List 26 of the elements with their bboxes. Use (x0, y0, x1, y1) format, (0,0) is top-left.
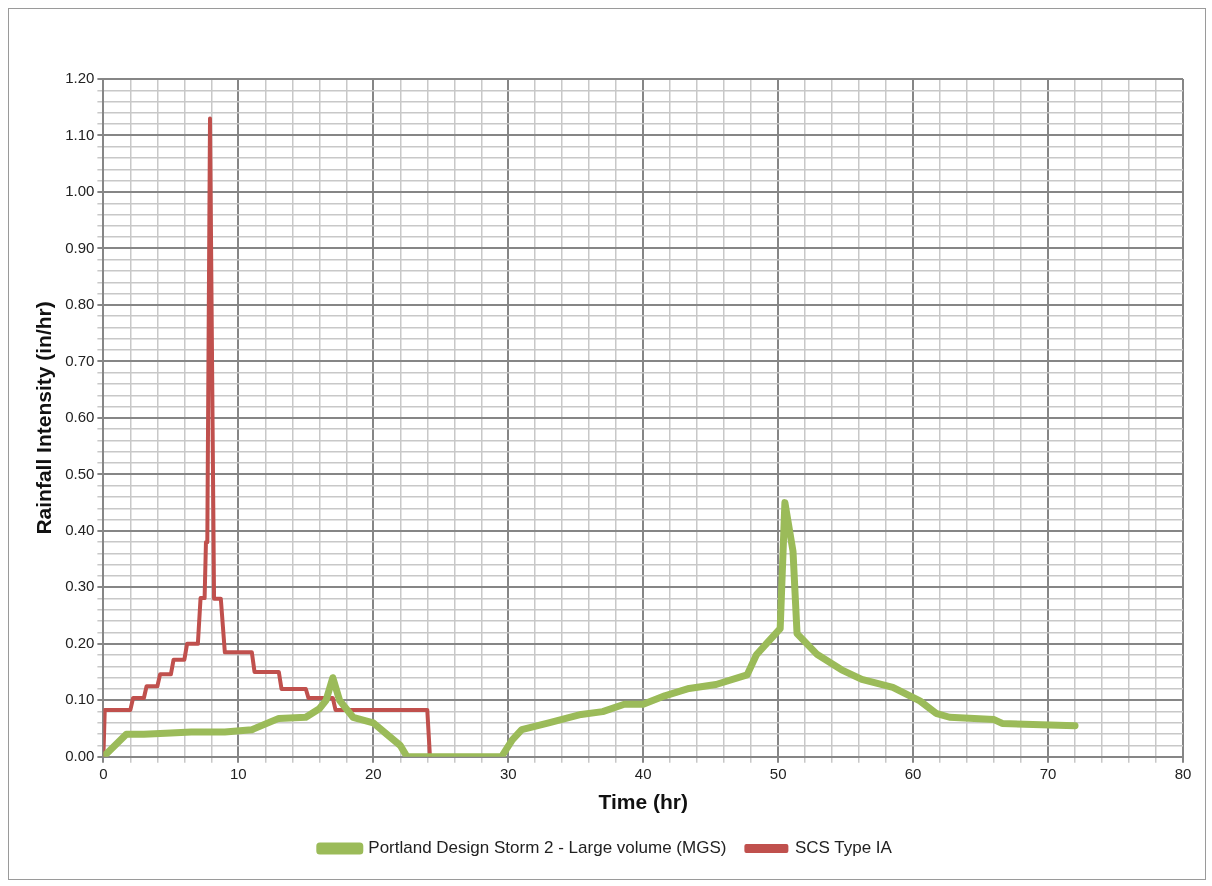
x-tick-label: 80 (1174, 764, 1192, 782)
y-tick-label: 1.00 (65, 182, 95, 200)
x-tick-label: 50 (769, 764, 787, 782)
x-axis-title: Time (hr) (598, 790, 688, 814)
y-tick-label: 0.90 (65, 238, 95, 256)
y-tick-label: 1.20 (65, 69, 95, 87)
y-tick-label: 0.00 (65, 746, 95, 764)
x-tick-label: 60 (904, 764, 922, 782)
x-tick-label: 40 (634, 764, 652, 782)
y-tick-label: 0.30 (65, 577, 95, 595)
y-tick-label: 0.80 (65, 295, 95, 313)
y-axis-title: Rainfall Intensity (in/hr) (32, 301, 56, 535)
legend-label: SCS Type IA (794, 838, 893, 858)
y-tick-label: 1.10 (65, 125, 95, 143)
x-tick-label: 0 (99, 764, 108, 782)
y-tick-label: 0.60 (65, 408, 95, 426)
y-tick-label: 0.20 (65, 633, 95, 651)
x-tick-label: 70 (1039, 764, 1057, 782)
legend-label: Portland Design Storm 2 - Large volume (MGS) (368, 838, 727, 858)
y-tick-label: 0.40 (65, 521, 95, 539)
y-tick-label: 0.70 (65, 351, 95, 369)
x-tick-label: 30 (499, 764, 517, 782)
y-tick-label: 0.10 (65, 690, 95, 708)
x-tick-label: 10 (230, 764, 247, 782)
y-tick-label: 0.50 (65, 464, 95, 482)
x-tick-label: 20 (364, 764, 382, 782)
